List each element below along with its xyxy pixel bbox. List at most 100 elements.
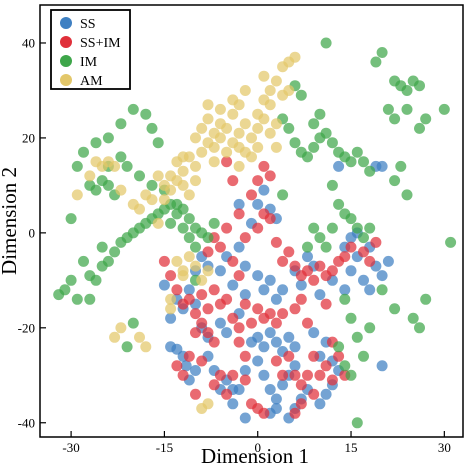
data-point-im	[308, 222, 320, 234]
data-point-am	[183, 251, 195, 263]
data-point-im	[376, 47, 388, 58]
data-point-ss-im	[320, 360, 332, 372]
data-point-ss	[376, 160, 388, 172]
data-point-im	[364, 222, 376, 234]
data-point-am	[233, 127, 245, 139]
y-tick-label: 40	[22, 35, 35, 50]
data-point-ss	[302, 251, 313, 263]
data-point-am	[258, 70, 270, 82]
data-point-im	[420, 293, 432, 305]
data-point-am	[196, 274, 208, 286]
data-point-am	[202, 99, 214, 111]
data-point-im	[358, 350, 369, 362]
data-point-im	[102, 179, 114, 191]
data-point-im	[177, 222, 189, 234]
data-point-ss	[314, 289, 326, 301]
data-point-ss	[252, 331, 264, 343]
data-point-ss	[289, 360, 301, 372]
data-point-ss	[183, 284, 195, 296]
data-point-im	[152, 137, 164, 149]
data-point-am	[227, 94, 239, 106]
data-point-am	[270, 75, 282, 87]
data-point-im	[438, 103, 450, 115]
data-point-im	[382, 103, 394, 115]
data-point-ss	[252, 198, 264, 210]
legend-label: SS+IM	[80, 36, 121, 51]
data-point-im	[115, 151, 127, 163]
data-point-am	[227, 108, 239, 120]
data-point-ss-im	[227, 369, 239, 381]
data-point-ss	[171, 343, 183, 355]
data-point-ss-im	[264, 213, 276, 225]
data-point-ss	[277, 379, 289, 391]
data-point-am	[165, 184, 177, 196]
data-point-im	[190, 241, 201, 253]
data-point-im	[314, 108, 326, 120]
x-tick-label: 15	[345, 440, 358, 455]
x-axis-label: Dimension 1	[201, 444, 309, 466]
data-point-am	[158, 194, 170, 206]
data-point-ss-im	[246, 189, 257, 201]
data-point-ss-im	[227, 312, 239, 324]
data-point-am	[196, 403, 208, 414]
data-point-am	[239, 85, 251, 96]
data-point-am	[221, 146, 233, 158]
data-point-am	[183, 189, 195, 201]
data-point-ss-im	[196, 317, 208, 329]
x-tick-label: -15	[156, 440, 173, 455]
data-point-am	[171, 255, 183, 267]
legend-label: SS	[80, 17, 96, 32]
data-point-ss	[277, 284, 289, 296]
data-point-im	[364, 322, 376, 334]
data-point-am	[214, 103, 226, 115]
data-point-am	[264, 127, 276, 139]
data-point-im	[339, 360, 351, 372]
data-point-ss-im	[277, 369, 289, 381]
data-point-im	[90, 184, 102, 196]
legend-marker	[60, 55, 72, 67]
data-point-ss-im	[345, 241, 357, 253]
data-point-im	[121, 160, 133, 172]
data-point-ss-im	[208, 379, 220, 391]
data-point-ss-im	[295, 379, 307, 391]
data-point-am	[233, 160, 245, 172]
data-point-am	[115, 184, 127, 196]
data-point-am	[252, 108, 264, 120]
data-point-ss	[333, 160, 345, 172]
data-point-ss-im	[326, 265, 338, 277]
data-point-ss-im	[221, 388, 233, 400]
data-point-ss	[382, 255, 394, 267]
data-point-ss	[270, 393, 282, 405]
data-point-im	[127, 103, 139, 115]
data-point-ss	[233, 241, 245, 253]
data-point-im	[302, 241, 313, 253]
data-point-ss-im	[270, 355, 282, 367]
data-point-ss-im	[227, 255, 239, 267]
data-point-ss	[264, 384, 276, 395]
data-point-im	[96, 241, 108, 253]
data-point-ss-im	[239, 350, 251, 362]
data-point-ss-im	[221, 293, 233, 305]
data-point-am	[152, 217, 164, 229]
data-point-ss	[270, 293, 282, 305]
data-point-ss-im	[308, 388, 320, 400]
data-point-ss-im	[239, 374, 251, 386]
data-point-im	[345, 312, 357, 324]
data-point-ss	[165, 312, 177, 324]
data-point-ss	[283, 331, 295, 343]
data-point-am	[246, 132, 257, 144]
data-point-im	[326, 179, 338, 191]
data-point-ss	[252, 355, 264, 367]
data-point-am	[190, 260, 201, 272]
data-point-im	[71, 293, 83, 305]
data-point-im	[295, 89, 307, 101]
data-point-im	[320, 127, 332, 139]
legend-label: IM	[80, 55, 98, 70]
data-point-im	[401, 189, 413, 201]
data-point-im	[289, 137, 301, 149]
data-point-am	[214, 132, 226, 144]
data-point-am	[115, 322, 127, 334]
data-point-im	[389, 303, 401, 315]
data-point-ss	[252, 270, 264, 282]
data-point-ss-im	[264, 170, 276, 182]
